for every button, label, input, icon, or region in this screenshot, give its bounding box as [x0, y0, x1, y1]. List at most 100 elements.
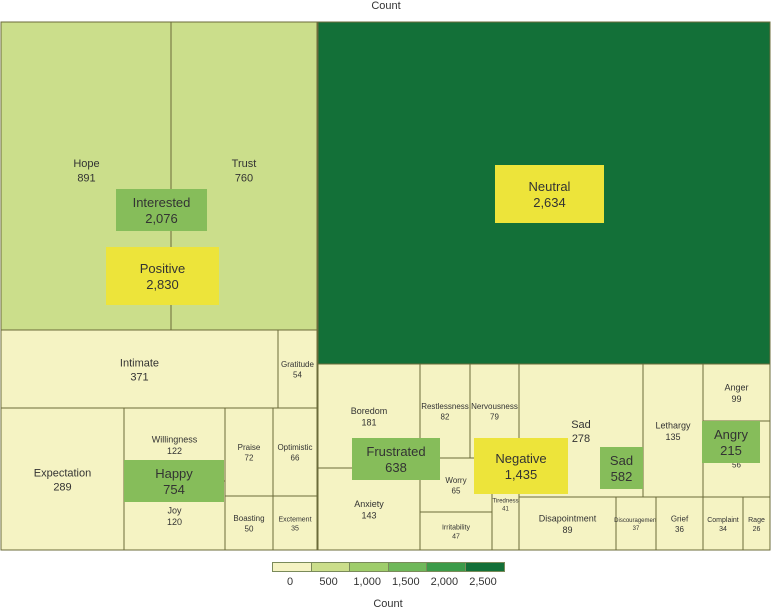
leaf-value: 120	[167, 517, 182, 527]
treemap-leaf-rect	[518, 496, 617, 551]
legend-color-band	[310, 562, 351, 572]
treemap-leaf-irritability: Irritability 47	[419, 511, 493, 551]
leaf-label: Joy	[167, 505, 182, 515]
legend-tick-label: 1,500	[392, 576, 420, 588]
treemap-leaf-rect	[615, 496, 657, 551]
treemap-leaf-rect	[419, 511, 493, 551]
chart-title: Count	[371, 0, 401, 12]
treemap-leaf-rect	[272, 495, 318, 551]
leaf-label: Willingness	[152, 434, 198, 444]
leaf-value: 82	[441, 412, 450, 421]
group-label: Interested	[133, 195, 191, 210]
group-label: Angry	[714, 427, 748, 442]
leaf-label: Disapointment	[539, 513, 597, 523]
leaf-value: 89	[562, 525, 572, 535]
treemap-leaf-rect	[272, 407, 318, 497]
group-label: Neutral	[529, 179, 571, 194]
treemap-leaf-rage: Rage 26	[742, 496, 771, 551]
legend-tick-label: 2,500	[469, 576, 497, 588]
leaf-value: 37	[633, 526, 640, 532]
legend-color-band	[465, 562, 505, 572]
leaf-label: Expectation	[34, 467, 91, 479]
leaf-value: 26	[753, 526, 761, 533]
treemap-leaf-lethargy: Lethargy 135	[642, 363, 704, 498]
group-label-box	[702, 421, 760, 463]
legend-tick-label: 2,000	[430, 576, 459, 588]
group-label-box	[352, 438, 440, 480]
treemap-leaf-rect	[742, 496, 771, 551]
group-label: Sad	[610, 453, 633, 468]
treemap-leaf-rect	[655, 496, 704, 551]
leaf-label: Intimate	[120, 357, 159, 369]
leaf-label: Nervousness	[471, 402, 518, 411]
leaf-label: Boasting	[233, 514, 264, 523]
leaf-label: Worry	[445, 476, 466, 485]
leaf-label: Irritability	[442, 524, 471, 531]
leaf-value: 66	[291, 453, 300, 462]
treemap-leaf-rect	[224, 407, 274, 497]
group-value: 2,634	[533, 195, 566, 210]
treemap-leaf-rect	[0, 329, 279, 409]
group-label: Negative	[495, 451, 546, 466]
leaf-value: 181	[361, 417, 376, 427]
leaf-label: Complaint	[707, 517, 739, 524]
group-value: 582	[611, 469, 633, 484]
legend-color-band	[426, 562, 466, 572]
group-label-box	[495, 165, 604, 223]
group-label-box	[106, 247, 219, 305]
treemap-leaf-rect	[702, 363, 771, 422]
group-label: Positive	[140, 261, 186, 276]
leaf-value: 760	[235, 172, 253, 184]
leaf-value: 371	[130, 372, 148, 384]
treemap-leaf-rect	[0, 407, 125, 551]
leaf-value: 34	[719, 526, 727, 533]
leaf-value: 122	[167, 446, 182, 456]
treemap-leaf-rect	[642, 363, 704, 498]
leaf-value: 41	[502, 506, 509, 512]
leaf-label: Trust	[232, 158, 257, 170]
color-legend: 0 500 1,000 1,500 2,000 2,500 Count	[268, 562, 508, 610]
leaf-label: Exctement	[278, 516, 311, 523]
leaf-value: 50	[245, 524, 254, 533]
treemap-leaf-rect	[224, 495, 274, 551]
leaf-value: 54	[293, 370, 302, 379]
leaf-label: Anxiety	[354, 499, 384, 509]
legend-color-band	[349, 562, 389, 572]
leaf-label: Tiredness	[492, 499, 518, 505]
leaf-value: 278	[572, 433, 590, 445]
legend-title: Count	[373, 598, 403, 610]
leaf-label: Lethargy	[655, 420, 691, 430]
leaf-value: 289	[53, 482, 71, 494]
leaf-value: 47	[452, 533, 460, 540]
leaf-label: Grief	[671, 515, 689, 524]
treemap-leaf-rect	[277, 329, 318, 409]
leaf-label: Hope	[73, 158, 99, 170]
leaf-label: Sad	[571, 419, 591, 431]
group-value: 2,830	[146, 277, 179, 292]
leaf-value: 79	[490, 412, 499, 421]
leaf-label: Rage	[748, 517, 765, 524]
group-label-box	[600, 447, 643, 489]
treemap-leaf-complaint: Complaint 34	[702, 496, 744, 551]
treemap-leaf-exctement: Exctement 35	[272, 495, 318, 551]
group-value: 2,076	[145, 211, 178, 226]
group-value: 638	[385, 460, 407, 475]
group-value: 1,435	[505, 467, 538, 482]
treemap-leaf-discouragement: Discouragement 37	[614, 496, 658, 551]
leaf-label: Anger	[724, 382, 748, 392]
leaf-value: 99	[731, 394, 741, 404]
group-label-box	[116, 189, 207, 231]
group-label-box	[474, 438, 568, 494]
